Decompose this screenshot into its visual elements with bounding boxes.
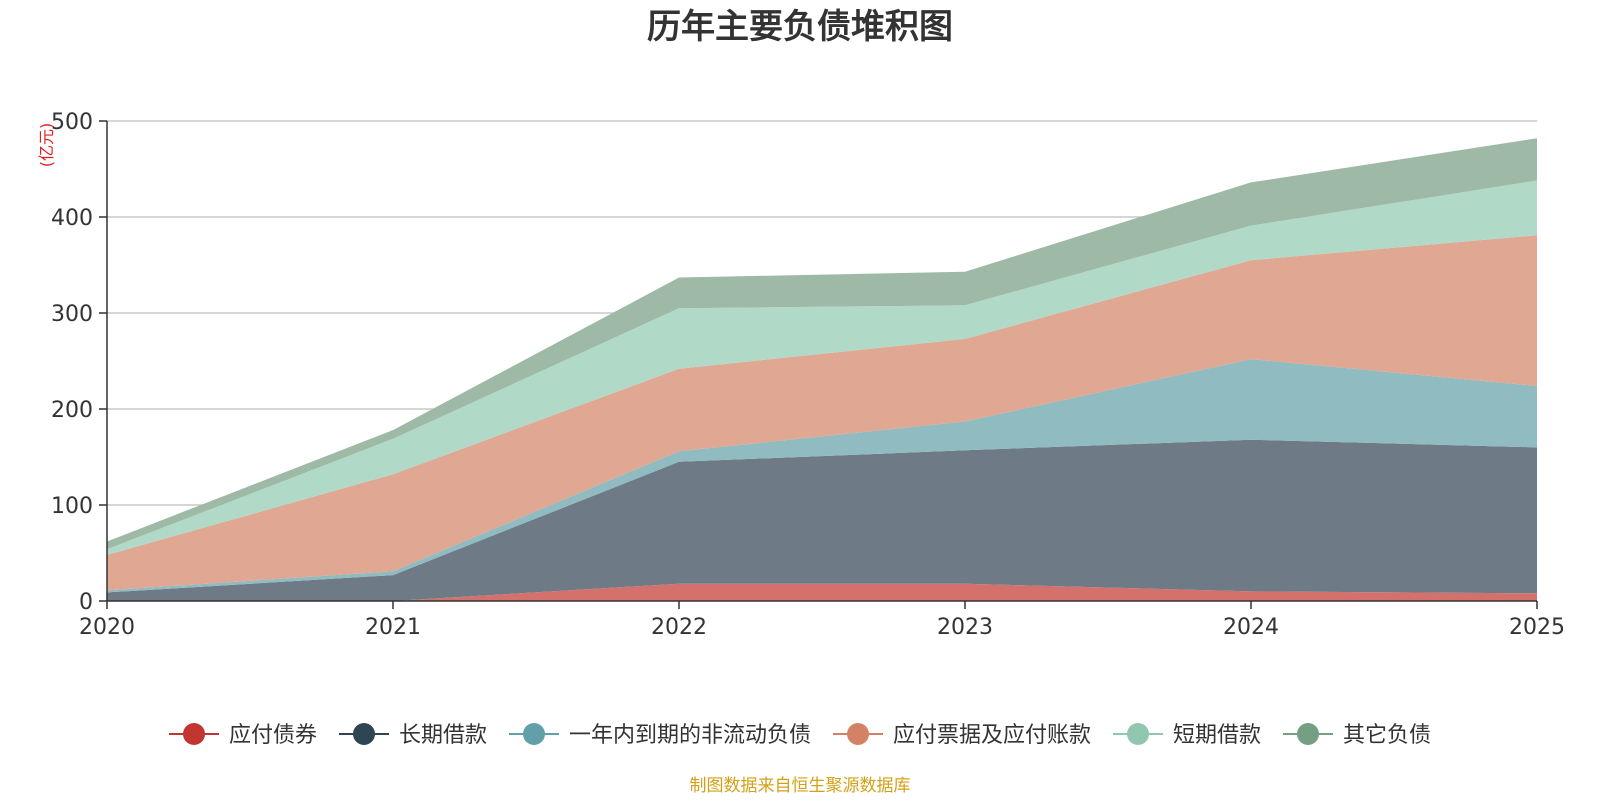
- y-tick-label: 0: [79, 590, 93, 615]
- legend-item[interactable]: 应付债券: [169, 723, 317, 748]
- legend-item[interactable]: 应付票据及应付账款: [833, 723, 1091, 748]
- area-series-其它负债: [107, 138, 1537, 550]
- legend-circle-icon: [183, 723, 205, 745]
- legend-label: 应付票据及应付账款: [893, 723, 1091, 748]
- y-axis-unit-label: (亿元): [37, 123, 56, 168]
- legend-circle-icon: [1127, 723, 1149, 745]
- legend-label: 一年内到期的非流动负债: [569, 723, 811, 748]
- legend-item[interactable]: 一年内到期的非流动负债: [509, 723, 811, 748]
- y-tick-label: 300: [51, 302, 93, 327]
- legend-label: 其它负债: [1343, 723, 1431, 748]
- legend-circle-icon: [523, 723, 545, 745]
- chart-title: 历年主要负债堆积图: [647, 7, 953, 47]
- x-tick-label: 2022: [651, 615, 707, 640]
- legend: 应付债券 长期借款 一年内到期的非流动负债 应付票据及应付账款 短期借款 其它负债: [169, 723, 1431, 748]
- x-tick-label: 2020: [79, 615, 135, 640]
- y-tick-label: 100: [51, 494, 93, 519]
- area-series: [107, 138, 1537, 601]
- legend-item[interactable]: 短期借款: [1113, 723, 1261, 748]
- area-series-应付票据及应付账款: [107, 235, 1537, 591]
- legend-item[interactable]: 其它负债: [1283, 723, 1431, 748]
- area-series-短期借款: [107, 180, 1537, 555]
- y-tick-label: 200: [51, 398, 93, 423]
- legend-label: 短期借款: [1173, 723, 1261, 748]
- y-tick-label: 500: [51, 110, 93, 135]
- legend-circle-icon: [353, 723, 375, 745]
- x-tick-label: 2024: [1223, 615, 1279, 640]
- x-tick-label: 2025: [1509, 615, 1565, 640]
- legend-circle-icon: [1297, 723, 1319, 745]
- area-series-长期借款: [107, 439, 1537, 601]
- x-tick-label: 2023: [937, 615, 993, 640]
- legend-circle-icon: [847, 723, 869, 745]
- area-series-应付债券: [107, 583, 1537, 601]
- y-tick-label: 400: [51, 206, 93, 231]
- area-series-一年内到期的非流动负债: [107, 359, 1537, 593]
- axes: 0 100 200 300 400 500 2020 2021 2022 2023 2024 2025: [51, 110, 1565, 640]
- legend-item[interactable]: 长期借款: [339, 723, 487, 748]
- legend-label: 长期借款: [399, 723, 487, 748]
- legend-label: 应付债券: [229, 723, 317, 748]
- x-tick-label: 2021: [365, 615, 421, 640]
- data-source-note: 制图数据来自恒生聚源数据库: [690, 776, 911, 796]
